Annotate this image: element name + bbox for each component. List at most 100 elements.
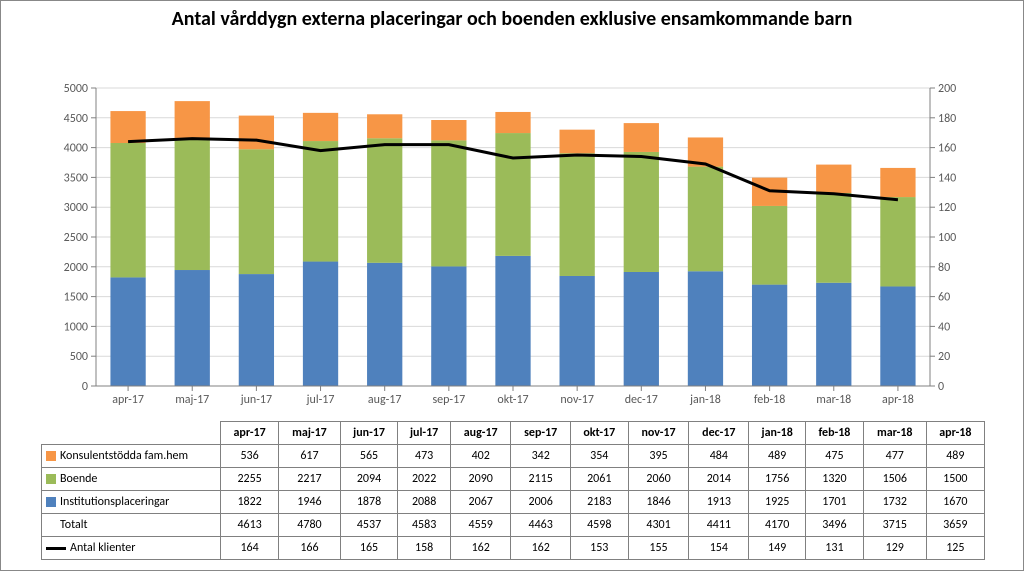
bar-konsulent bbox=[367, 114, 402, 138]
table-cell: 4463 bbox=[511, 514, 570, 537]
bar-boende bbox=[688, 167, 723, 272]
svg-text:4500: 4500 bbox=[64, 112, 88, 126]
svg-text:3500: 3500 bbox=[64, 171, 88, 185]
table-cell: 1756 bbox=[749, 468, 806, 491]
col-header: apr-18 bbox=[926, 422, 984, 445]
table-cell: 4170 bbox=[749, 514, 806, 537]
table-cell: 1320 bbox=[806, 468, 864, 491]
bar-boende bbox=[175, 138, 210, 270]
bar-institution bbox=[688, 271, 723, 386]
bar-konsulent bbox=[303, 113, 338, 141]
bar-boende bbox=[816, 193, 851, 283]
table-cell: 477 bbox=[863, 445, 926, 468]
svg-text:100: 100 bbox=[938, 231, 956, 245]
svg-text:120: 120 bbox=[938, 201, 956, 215]
bar-boende bbox=[431, 140, 466, 266]
bar-konsulent bbox=[624, 123, 659, 152]
col-header: nov-17 bbox=[628, 422, 689, 445]
bar-konsulent bbox=[431, 120, 466, 140]
table-cell: 1732 bbox=[863, 491, 926, 514]
table-cell: 3659 bbox=[926, 514, 984, 537]
table-cell: 2090 bbox=[450, 468, 511, 491]
table-cell: 565 bbox=[340, 445, 398, 468]
svg-text:apr-18: apr-18 bbox=[882, 393, 914, 407]
svg-text:aug-17: aug-17 bbox=[368, 393, 402, 407]
table-cell: 154 bbox=[689, 537, 749, 560]
table-cell: 162 bbox=[511, 537, 570, 560]
table-cell: 473 bbox=[398, 445, 451, 468]
table-cell: 158 bbox=[398, 537, 451, 560]
row-header-klienter: Antal klienter bbox=[42, 537, 221, 560]
col-header: aug-17 bbox=[450, 422, 511, 445]
bar-boende bbox=[624, 152, 659, 272]
table-cell: 153 bbox=[570, 537, 628, 560]
svg-text:140: 140 bbox=[938, 171, 956, 185]
svg-text:1000: 1000 bbox=[64, 320, 88, 334]
table-cell: 155 bbox=[628, 537, 689, 560]
col-header: mar-18 bbox=[863, 422, 926, 445]
bar-boende bbox=[303, 141, 338, 262]
bar-institution bbox=[752, 285, 787, 386]
svg-text:okt-17: okt-17 bbox=[497, 393, 528, 407]
col-header: jul-17 bbox=[398, 422, 451, 445]
table-cell: 1670 bbox=[926, 491, 984, 514]
table-cell: 131 bbox=[806, 537, 864, 560]
svg-text:dec-17: dec-17 bbox=[625, 393, 658, 407]
table-cell: 3715 bbox=[863, 514, 926, 537]
table-cell: 162 bbox=[450, 537, 511, 560]
row-header-total: Totalt bbox=[42, 514, 221, 537]
bar-konsulent bbox=[560, 130, 595, 154]
table-cell: 1946 bbox=[279, 491, 341, 514]
table-cell: 489 bbox=[749, 445, 806, 468]
table-cell: 2183 bbox=[570, 491, 628, 514]
col-header: jan-18 bbox=[749, 422, 806, 445]
bar-boende bbox=[110, 143, 145, 277]
table-cell: 489 bbox=[926, 445, 984, 468]
table-cell: 125 bbox=[926, 537, 984, 560]
table-cell: 354 bbox=[570, 445, 628, 468]
table-cell: 4301 bbox=[628, 514, 689, 537]
table-cell: 2067 bbox=[450, 491, 511, 514]
table-cell: 4613 bbox=[221, 514, 279, 537]
bar-boende bbox=[239, 149, 274, 274]
table-cell: 4411 bbox=[689, 514, 749, 537]
bar-boende bbox=[880, 197, 915, 286]
table-cell: 2115 bbox=[511, 468, 570, 491]
table-cell: 4583 bbox=[398, 514, 451, 537]
svg-text:3000: 3000 bbox=[64, 201, 88, 215]
table-cell: 1822 bbox=[221, 491, 279, 514]
table-cell: 4537 bbox=[340, 514, 398, 537]
svg-text:200: 200 bbox=[938, 82, 956, 96]
svg-text:jul-17: jul-17 bbox=[306, 393, 335, 407]
table-cell: 2255 bbox=[221, 468, 279, 491]
bar-konsulent bbox=[239, 116, 274, 150]
table-cell: 3496 bbox=[806, 514, 864, 537]
table-cell: 165 bbox=[340, 537, 398, 560]
svg-text:180: 180 bbox=[938, 112, 956, 126]
table-cell: 4780 bbox=[279, 514, 341, 537]
table-cell: 4559 bbox=[450, 514, 511, 537]
col-header: maj-17 bbox=[279, 422, 341, 445]
col-header: jun-17 bbox=[340, 422, 398, 445]
col-header: apr-17 bbox=[221, 422, 279, 445]
bar-boende bbox=[560, 153, 595, 276]
svg-text:20: 20 bbox=[938, 350, 950, 364]
table-cell: 475 bbox=[806, 445, 864, 468]
table-cell: 129 bbox=[863, 537, 926, 560]
svg-text:1500: 1500 bbox=[64, 291, 88, 305]
bar-institution bbox=[110, 277, 145, 386]
svg-text:160: 160 bbox=[938, 142, 956, 156]
col-header: okt-17 bbox=[570, 422, 628, 445]
bar-konsulent bbox=[495, 112, 530, 133]
bar-boende bbox=[752, 206, 787, 285]
svg-text:jan-18: jan-18 bbox=[689, 393, 721, 407]
bar-konsulent bbox=[175, 101, 210, 138]
table-cell: 402 bbox=[450, 445, 511, 468]
bar-institution bbox=[560, 276, 595, 386]
bar-boende bbox=[495, 133, 530, 256]
bar-konsulent bbox=[816, 165, 851, 193]
svg-text:feb-18: feb-18 bbox=[754, 393, 785, 407]
svg-text:4000: 4000 bbox=[64, 142, 88, 156]
bar-institution bbox=[880, 286, 915, 386]
svg-text:nov-17: nov-17 bbox=[560, 393, 594, 407]
